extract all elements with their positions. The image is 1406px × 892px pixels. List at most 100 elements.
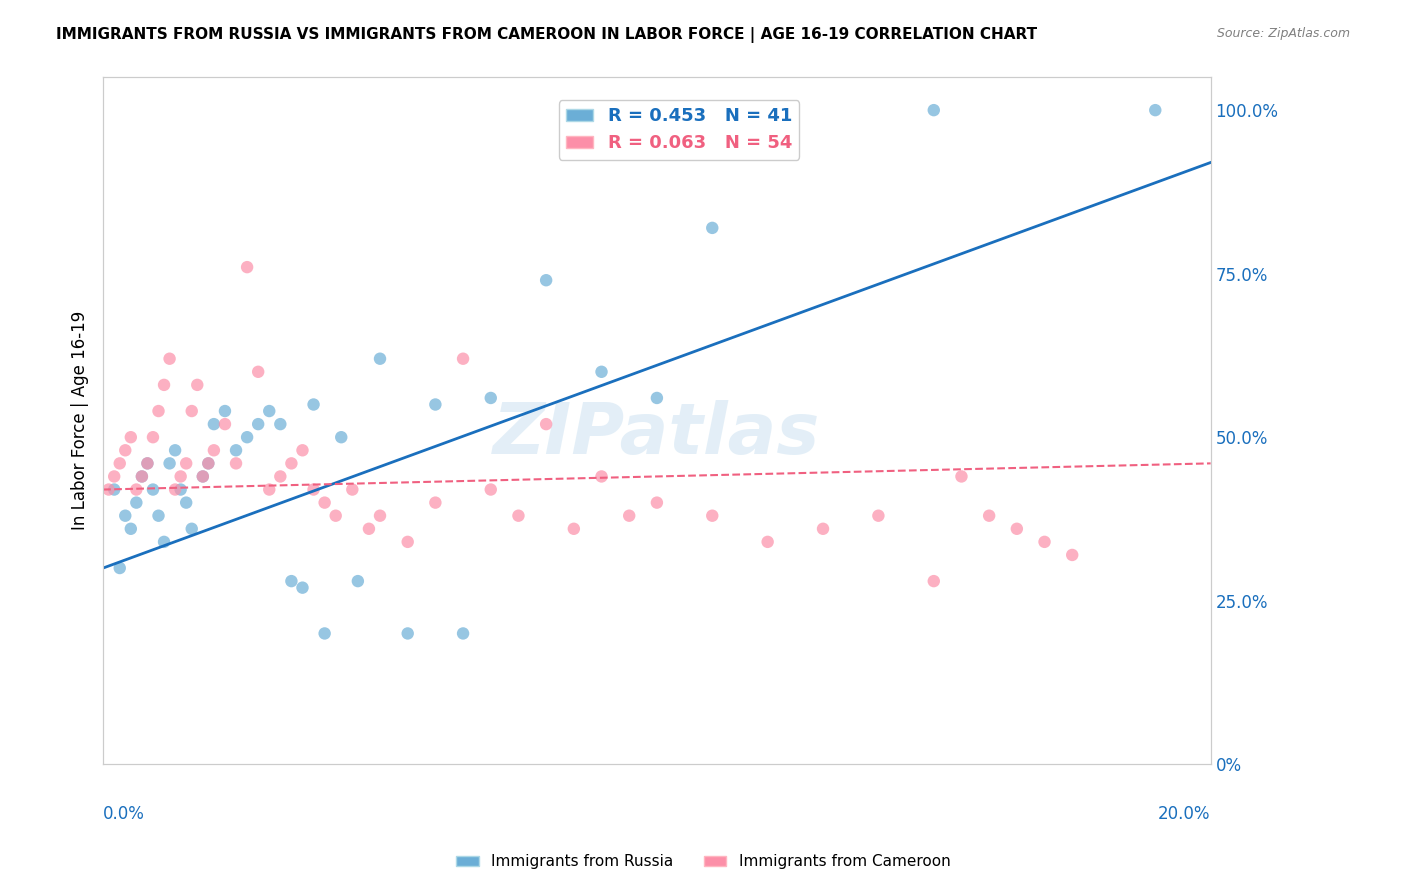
Text: ZIPatlas: ZIPatlas (494, 401, 821, 469)
Point (979, 508, 1001, 523)
Point (114, 508, 136, 523)
Point (950, 469, 973, 483)
Point (202, 443, 225, 458)
Point (197, 456, 219, 470)
Point (314, 495, 336, 509)
Point (236, 260, 259, 274)
Point (165, 443, 187, 458)
Point (425, 495, 447, 509)
Point (645, 495, 668, 509)
Point (1033, 534, 1056, 549)
Point (922, 103, 945, 117)
Point (108, 561, 131, 575)
Point (180, 404, 202, 418)
Point (125, 495, 148, 509)
Point (225, 456, 247, 470)
Point (534, 273, 557, 287)
Point (153, 377, 176, 392)
Point (1144, 103, 1167, 117)
Point (922, 574, 945, 588)
Point (148, 508, 170, 523)
Point (259, 404, 281, 418)
Legend: Immigrants from Russia, Immigrants from Cameroon: Immigrants from Russia, Immigrants from … (450, 848, 956, 875)
Point (1062, 548, 1084, 562)
Point (169, 469, 191, 483)
Y-axis label: In Labor Force | Age 16-19: In Labor Force | Age 16-19 (72, 311, 89, 531)
Point (269, 417, 291, 431)
Point (186, 377, 208, 392)
Point (368, 508, 391, 523)
Point (159, 351, 181, 366)
Point (191, 469, 214, 483)
Point (302, 483, 325, 497)
Point (191, 469, 214, 483)
Point (131, 469, 153, 483)
Point (451, 626, 474, 640)
Point (247, 365, 270, 379)
Point (148, 404, 170, 418)
Point (811, 522, 834, 536)
Point (114, 443, 136, 458)
Point (330, 430, 353, 444)
Point (451, 351, 474, 366)
Legend: R = 0.453   N = 41, R = 0.063   N = 54: R = 0.453 N = 41, R = 0.063 N = 54 (558, 100, 799, 160)
Point (619, 508, 641, 523)
Point (291, 443, 314, 458)
Point (479, 391, 502, 405)
Point (280, 456, 302, 470)
Point (108, 456, 131, 470)
Point (180, 522, 202, 536)
Point (236, 430, 259, 444)
Point (97, 483, 120, 497)
Point (396, 534, 419, 549)
Point (314, 626, 336, 640)
Point (120, 522, 142, 536)
Point (125, 483, 148, 497)
Text: 0.0%: 0.0% (103, 805, 145, 823)
Point (142, 483, 165, 497)
Point (702, 508, 724, 523)
Point (342, 483, 364, 497)
Point (247, 417, 270, 431)
Point (120, 430, 142, 444)
Point (269, 469, 291, 483)
Point (302, 397, 325, 411)
Point (508, 508, 530, 523)
Point (396, 626, 419, 640)
Point (868, 508, 890, 523)
Point (103, 483, 125, 497)
Point (259, 483, 281, 497)
Point (645, 391, 668, 405)
Point (562, 522, 585, 536)
Point (347, 574, 370, 588)
Point (479, 483, 502, 497)
Point (280, 574, 302, 588)
Point (174, 456, 197, 470)
Point (702, 220, 724, 235)
Text: IMMIGRANTS FROM RUSSIA VS IMMIGRANTS FROM CAMEROON IN LABOR FORCE | AGE 16-19 CO: IMMIGRANTS FROM RUSSIA VS IMMIGRANTS FRO… (56, 27, 1038, 43)
Point (357, 522, 380, 536)
Point (1005, 522, 1028, 536)
Point (202, 417, 225, 431)
Point (142, 430, 165, 444)
Point (425, 397, 447, 411)
Point (169, 483, 191, 497)
Point (325, 508, 347, 523)
Point (534, 417, 557, 431)
Point (368, 351, 391, 366)
Point (103, 469, 125, 483)
Point (291, 581, 314, 595)
Point (214, 417, 236, 431)
Point (756, 534, 779, 549)
Point (165, 483, 187, 497)
Point (174, 495, 197, 509)
Text: Source: ZipAtlas.com: Source: ZipAtlas.com (1216, 27, 1350, 40)
Point (153, 534, 176, 549)
Point (136, 456, 159, 470)
Text: 20.0%: 20.0% (1159, 805, 1211, 823)
Point (214, 404, 236, 418)
Point (159, 456, 181, 470)
Point (591, 469, 613, 483)
Point (591, 365, 613, 379)
Point (225, 443, 247, 458)
